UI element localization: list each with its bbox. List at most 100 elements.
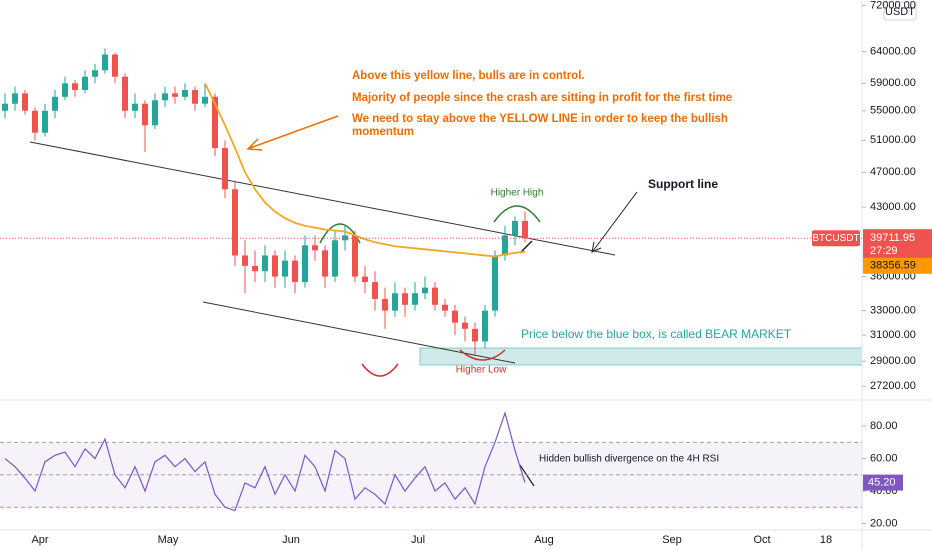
- y-tick-label: 64000.00: [870, 45, 916, 57]
- x-tick-label: Aug: [534, 534, 554, 546]
- candle-body: [152, 100, 158, 126]
- annotation: Support line: [648, 177, 718, 191]
- candle-body: [172, 93, 178, 97]
- candle-body: [412, 293, 418, 305]
- rsi-tag-text: 45.20: [868, 477, 896, 489]
- rsi-band-fill: [0, 443, 862, 508]
- annotation: Majority of people since the crash are s…: [352, 92, 732, 104]
- x-tick-label: May: [158, 534, 179, 546]
- candle-body: [72, 83, 78, 90]
- annotation: Price below the blue box, is called BEAR…: [521, 327, 792, 341]
- candle-body: [232, 189, 238, 256]
- arc: [493, 205, 541, 223]
- candle-body: [512, 220, 518, 236]
- candle-body: [12, 93, 18, 104]
- candle-body: [462, 322, 468, 329]
- annotation: momentum: [352, 126, 414, 138]
- candle-body: [132, 103, 138, 111]
- candle-body: [322, 250, 328, 277]
- candle-body: [282, 260, 288, 277]
- arc: [459, 349, 506, 361]
- candle-body: [242, 255, 248, 266]
- candle-body: [32, 110, 38, 133]
- trend-line: [29, 141, 616, 256]
- candle-body: [162, 93, 168, 101]
- candle-body: [372, 282, 378, 299]
- candle-body: [452, 310, 458, 323]
- y-tick-label: 20.00: [870, 517, 898, 529]
- bear-market-box: [419, 347, 863, 366]
- y-tick-label: 29000.00: [870, 355, 916, 367]
- candle-body: [522, 220, 528, 239]
- x-tick-label: Jul: [411, 534, 425, 546]
- candle-body: [212, 96, 218, 149]
- candle-body: [112, 54, 118, 77]
- candle-body: [192, 89, 198, 104]
- y-tick-label: 55000.00: [870, 105, 916, 117]
- arrow: [592, 191, 638, 252]
- candle-body: [262, 255, 268, 272]
- candle-body: [42, 110, 48, 133]
- candle-body: [182, 89, 188, 97]
- candle-body: [502, 235, 508, 256]
- symbol-tag-text: BTCUSDT: [812, 233, 859, 244]
- candle-body: [492, 255, 498, 311]
- candle-body: [62, 83, 68, 97]
- y-tick-label: 31000.00: [870, 329, 916, 341]
- candle-body: [402, 293, 408, 305]
- candle-body: [292, 260, 298, 283]
- y-tick-label: 33000.00: [870, 305, 916, 317]
- divergence-line: [519, 464, 535, 487]
- candle-body: [122, 76, 128, 111]
- candle-body: [202, 96, 208, 104]
- candle-body: [482, 310, 488, 342]
- x-tick-label: Jun: [282, 534, 300, 546]
- arrow-head: [246, 138, 263, 151]
- candle-body: [352, 235, 358, 277]
- annotation: Higher High: [491, 188, 544, 199]
- y-tick-label: 43000.00: [870, 201, 916, 213]
- ma-tag-text: 38356.59: [870, 260, 916, 272]
- x-tick-label: 18: [820, 534, 832, 546]
- candle-body: [312, 245, 318, 251]
- price-tag-text: 39711.95: [870, 232, 915, 244]
- currency-box[interactable]: [883, 1, 917, 21]
- y-tick-label: 72000.00: [870, 0, 916, 11]
- candle-body: [252, 265, 258, 272]
- candle-body: [392, 293, 398, 311]
- y-tick-label: 47000.00: [870, 166, 916, 178]
- candle-body: [92, 70, 98, 77]
- moving-average: [204, 82, 526, 258]
- y-tick-label: 60.00: [870, 452, 898, 464]
- candle-body: [302, 245, 308, 283]
- annotation: Hidden bullish divergence on the 4H RSI: [539, 454, 719, 465]
- candle-body: [222, 148, 228, 190]
- price-tag: [863, 229, 932, 260]
- x-tick-label: Oct: [753, 534, 770, 546]
- candle-body: [142, 103, 148, 126]
- candle-body: [472, 328, 478, 342]
- candle-body: [82, 76, 88, 90]
- candle-body: [272, 255, 278, 277]
- candle-body: [442, 304, 448, 311]
- annotation: Higher Low: [456, 365, 507, 376]
- candle-body: [432, 287, 438, 305]
- arrow-head: [591, 241, 602, 253]
- x-tick-label: Apr: [31, 534, 48, 546]
- arrow: [249, 115, 339, 149]
- annotation: We need to stay above the YELLOW LINE in…: [352, 113, 728, 125]
- marker-line: [519, 240, 533, 254]
- y-tick-label: 59000.00: [870, 77, 916, 89]
- y-tick-label: 80.00: [870, 420, 898, 432]
- rsi-line: [4, 411, 526, 512]
- candle-body: [362, 276, 368, 283]
- candle-body: [2, 103, 8, 111]
- candle-body: [422, 287, 428, 294]
- time-axis: Apr May Jun Jul Aug Sep Oct 18: [31, 534, 832, 546]
- countdown: 27:29: [870, 245, 898, 257]
- candle-body: [22, 93, 28, 111]
- candle-body: [382, 298, 388, 311]
